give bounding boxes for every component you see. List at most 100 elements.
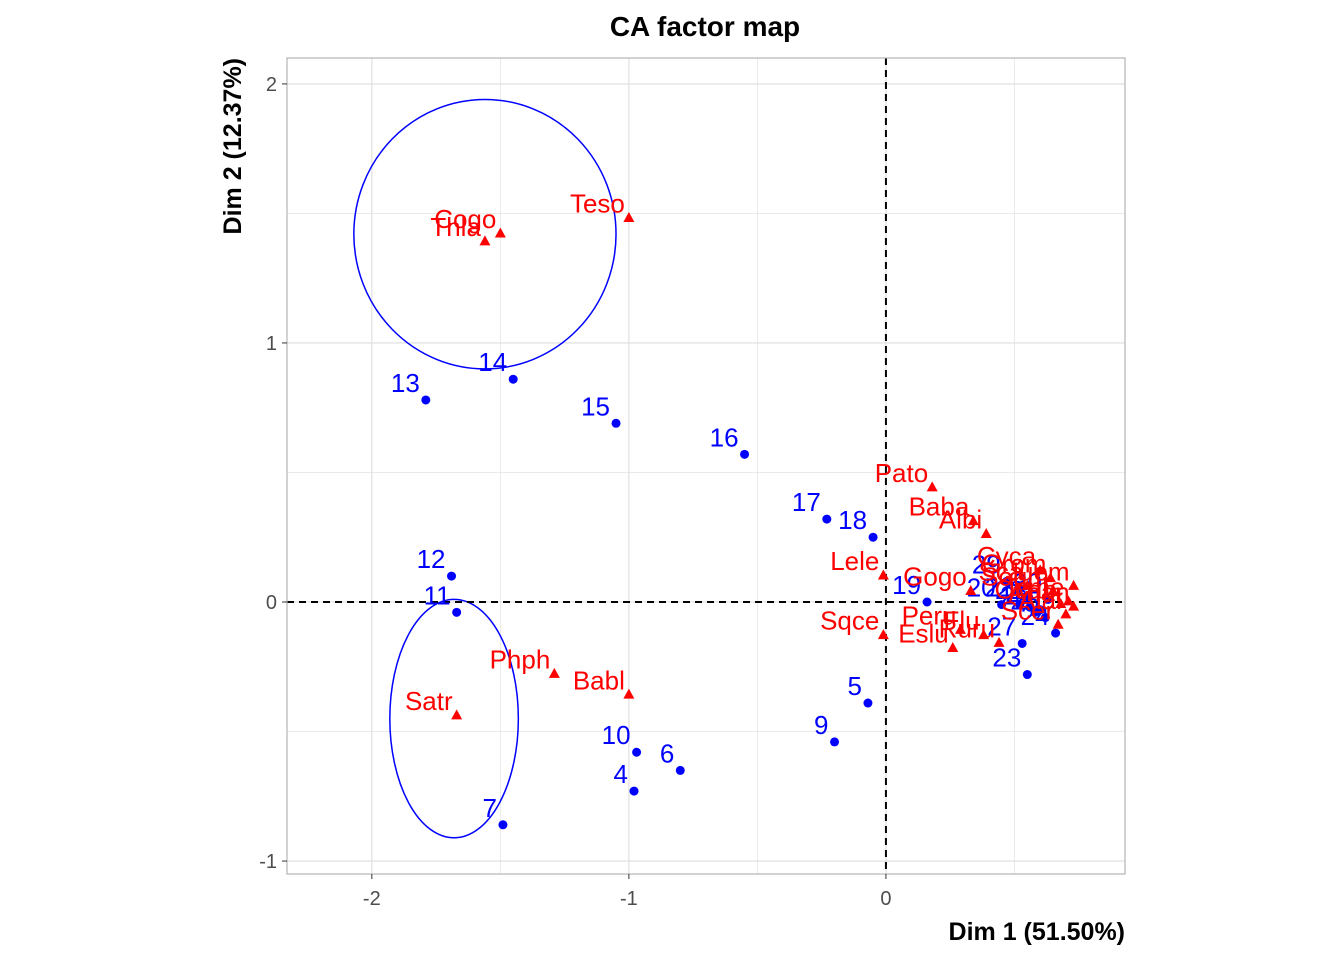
y-tick-label: 0 <box>266 592 277 614</box>
column-point-label: Sqce <box>820 606 879 636</box>
data-points: 4567910111213141516171819202122232425262… <box>391 189 1080 830</box>
column-point-label: Thla <box>430 212 481 242</box>
column-point <box>965 585 977 596</box>
row-point <box>1035 605 1045 615</box>
column-point-label: Grom <box>981 549 1046 579</box>
row-point <box>1040 613 1050 623</box>
plot-panel-border <box>286 57 1126 875</box>
column-point-label: Babl <box>573 665 625 695</box>
row-point <box>740 449 750 459</box>
row-point <box>498 820 508 830</box>
points-clip-group: 4567910111213141516171819202122232425262… <box>391 189 1080 830</box>
row-point <box>1043 594 1053 604</box>
row-point-label: 6 <box>660 738 674 768</box>
column-point <box>967 515 979 526</box>
row-point-label: 29 <box>972 549 1001 579</box>
column-point <box>623 688 635 699</box>
column-point <box>980 528 992 539</box>
row-point-label: 4 <box>614 759 628 789</box>
x-tick-label: -2 <box>363 888 381 910</box>
column-point <box>1068 600 1080 611</box>
column-point-label: Juem <box>1006 556 1070 586</box>
row-point <box>452 607 462 617</box>
column-point <box>1068 579 1080 590</box>
row-point-label: 13 <box>391 368 420 398</box>
chart-title: CA factor map <box>610 11 800 42</box>
column-point <box>1060 608 1072 619</box>
column-point <box>1052 618 1064 629</box>
y-tick-label: -1 <box>259 851 277 873</box>
column-point <box>1034 564 1046 575</box>
column-point <box>978 629 990 640</box>
row-point <box>1022 670 1032 680</box>
column-point-label: Albi <box>939 505 982 535</box>
row-point <box>868 532 878 542</box>
row-point-label: 15 <box>581 391 610 421</box>
column-point-label: Lele <box>830 546 879 576</box>
row-point <box>508 374 518 384</box>
column-point <box>993 636 1005 647</box>
column-point-label: Flu <box>943 606 979 636</box>
column-point-label: Soum <box>981 562 1049 592</box>
column-point <box>548 667 560 678</box>
column-point <box>954 623 966 634</box>
column-point-label: Scer <box>1001 595 1055 625</box>
column-point <box>1055 597 1067 608</box>
row-point <box>629 786 639 796</box>
column-point-label: Sca <box>979 556 1024 586</box>
column-point <box>1062 595 1074 606</box>
row-point <box>611 418 621 428</box>
row-point-label: 19 <box>892 570 921 600</box>
column-point <box>623 212 635 223</box>
reference-lines <box>287 58 1125 874</box>
row-point-label: 18 <box>838 505 867 535</box>
column-point <box>1044 572 1056 583</box>
row-point <box>830 737 840 747</box>
row-point-label: 12 <box>417 544 446 574</box>
column-point-label: Peru <box>902 600 957 630</box>
column-point-label: Teso <box>570 189 625 219</box>
row-point-label: 23 <box>992 643 1021 673</box>
grid <box>287 58 1125 874</box>
confidence-ellipses <box>353 98 617 839</box>
column-point <box>947 642 959 653</box>
y-tick-label: 2 <box>266 74 277 96</box>
row-point <box>421 395 431 405</box>
row-point <box>822 514 832 524</box>
column-point-label: Phph <box>490 645 551 675</box>
column-point-label: Ruru <box>939 613 995 643</box>
column-point-label: Baba <box>909 492 970 522</box>
column-point <box>451 709 463 720</box>
row-point-label: 11 <box>424 580 451 610</box>
column-point <box>926 481 938 492</box>
column-point <box>1047 585 1059 596</box>
column-point-label: Eslu <box>898 619 949 649</box>
row-point-label: 7 <box>482 793 496 823</box>
column-point-label: Ocab <box>995 575 1057 605</box>
confidence-ellipse <box>389 598 520 839</box>
row-point-label: 17 <box>792 487 821 517</box>
column-point-label: Alal <box>1019 585 1062 615</box>
column-point-label: Gogo <box>903 562 967 592</box>
row-point-label: 27 <box>987 611 1016 641</box>
row-point <box>1015 600 1025 610</box>
row-point-label: 16 <box>710 422 739 452</box>
confidence-ellipse <box>353 98 617 370</box>
row-point-label: 14 <box>478 347 507 377</box>
column-point <box>877 629 889 640</box>
row-point <box>675 765 685 775</box>
column-point-label: Icme <box>1008 572 1064 602</box>
column-point <box>479 235 491 246</box>
row-point <box>997 600 1007 610</box>
row-point <box>447 571 457 581</box>
column-point <box>1021 579 1033 590</box>
x-axis-title: Dim 1 (51.50%) <box>949 918 1125 946</box>
row-point <box>922 597 932 607</box>
row-point-label: 9 <box>814 710 828 740</box>
column-point-label: Pato <box>875 458 929 488</box>
x-tick-label: -1 <box>620 888 638 910</box>
column-point <box>877 569 889 580</box>
column-point-label: Cogo <box>434 204 496 234</box>
